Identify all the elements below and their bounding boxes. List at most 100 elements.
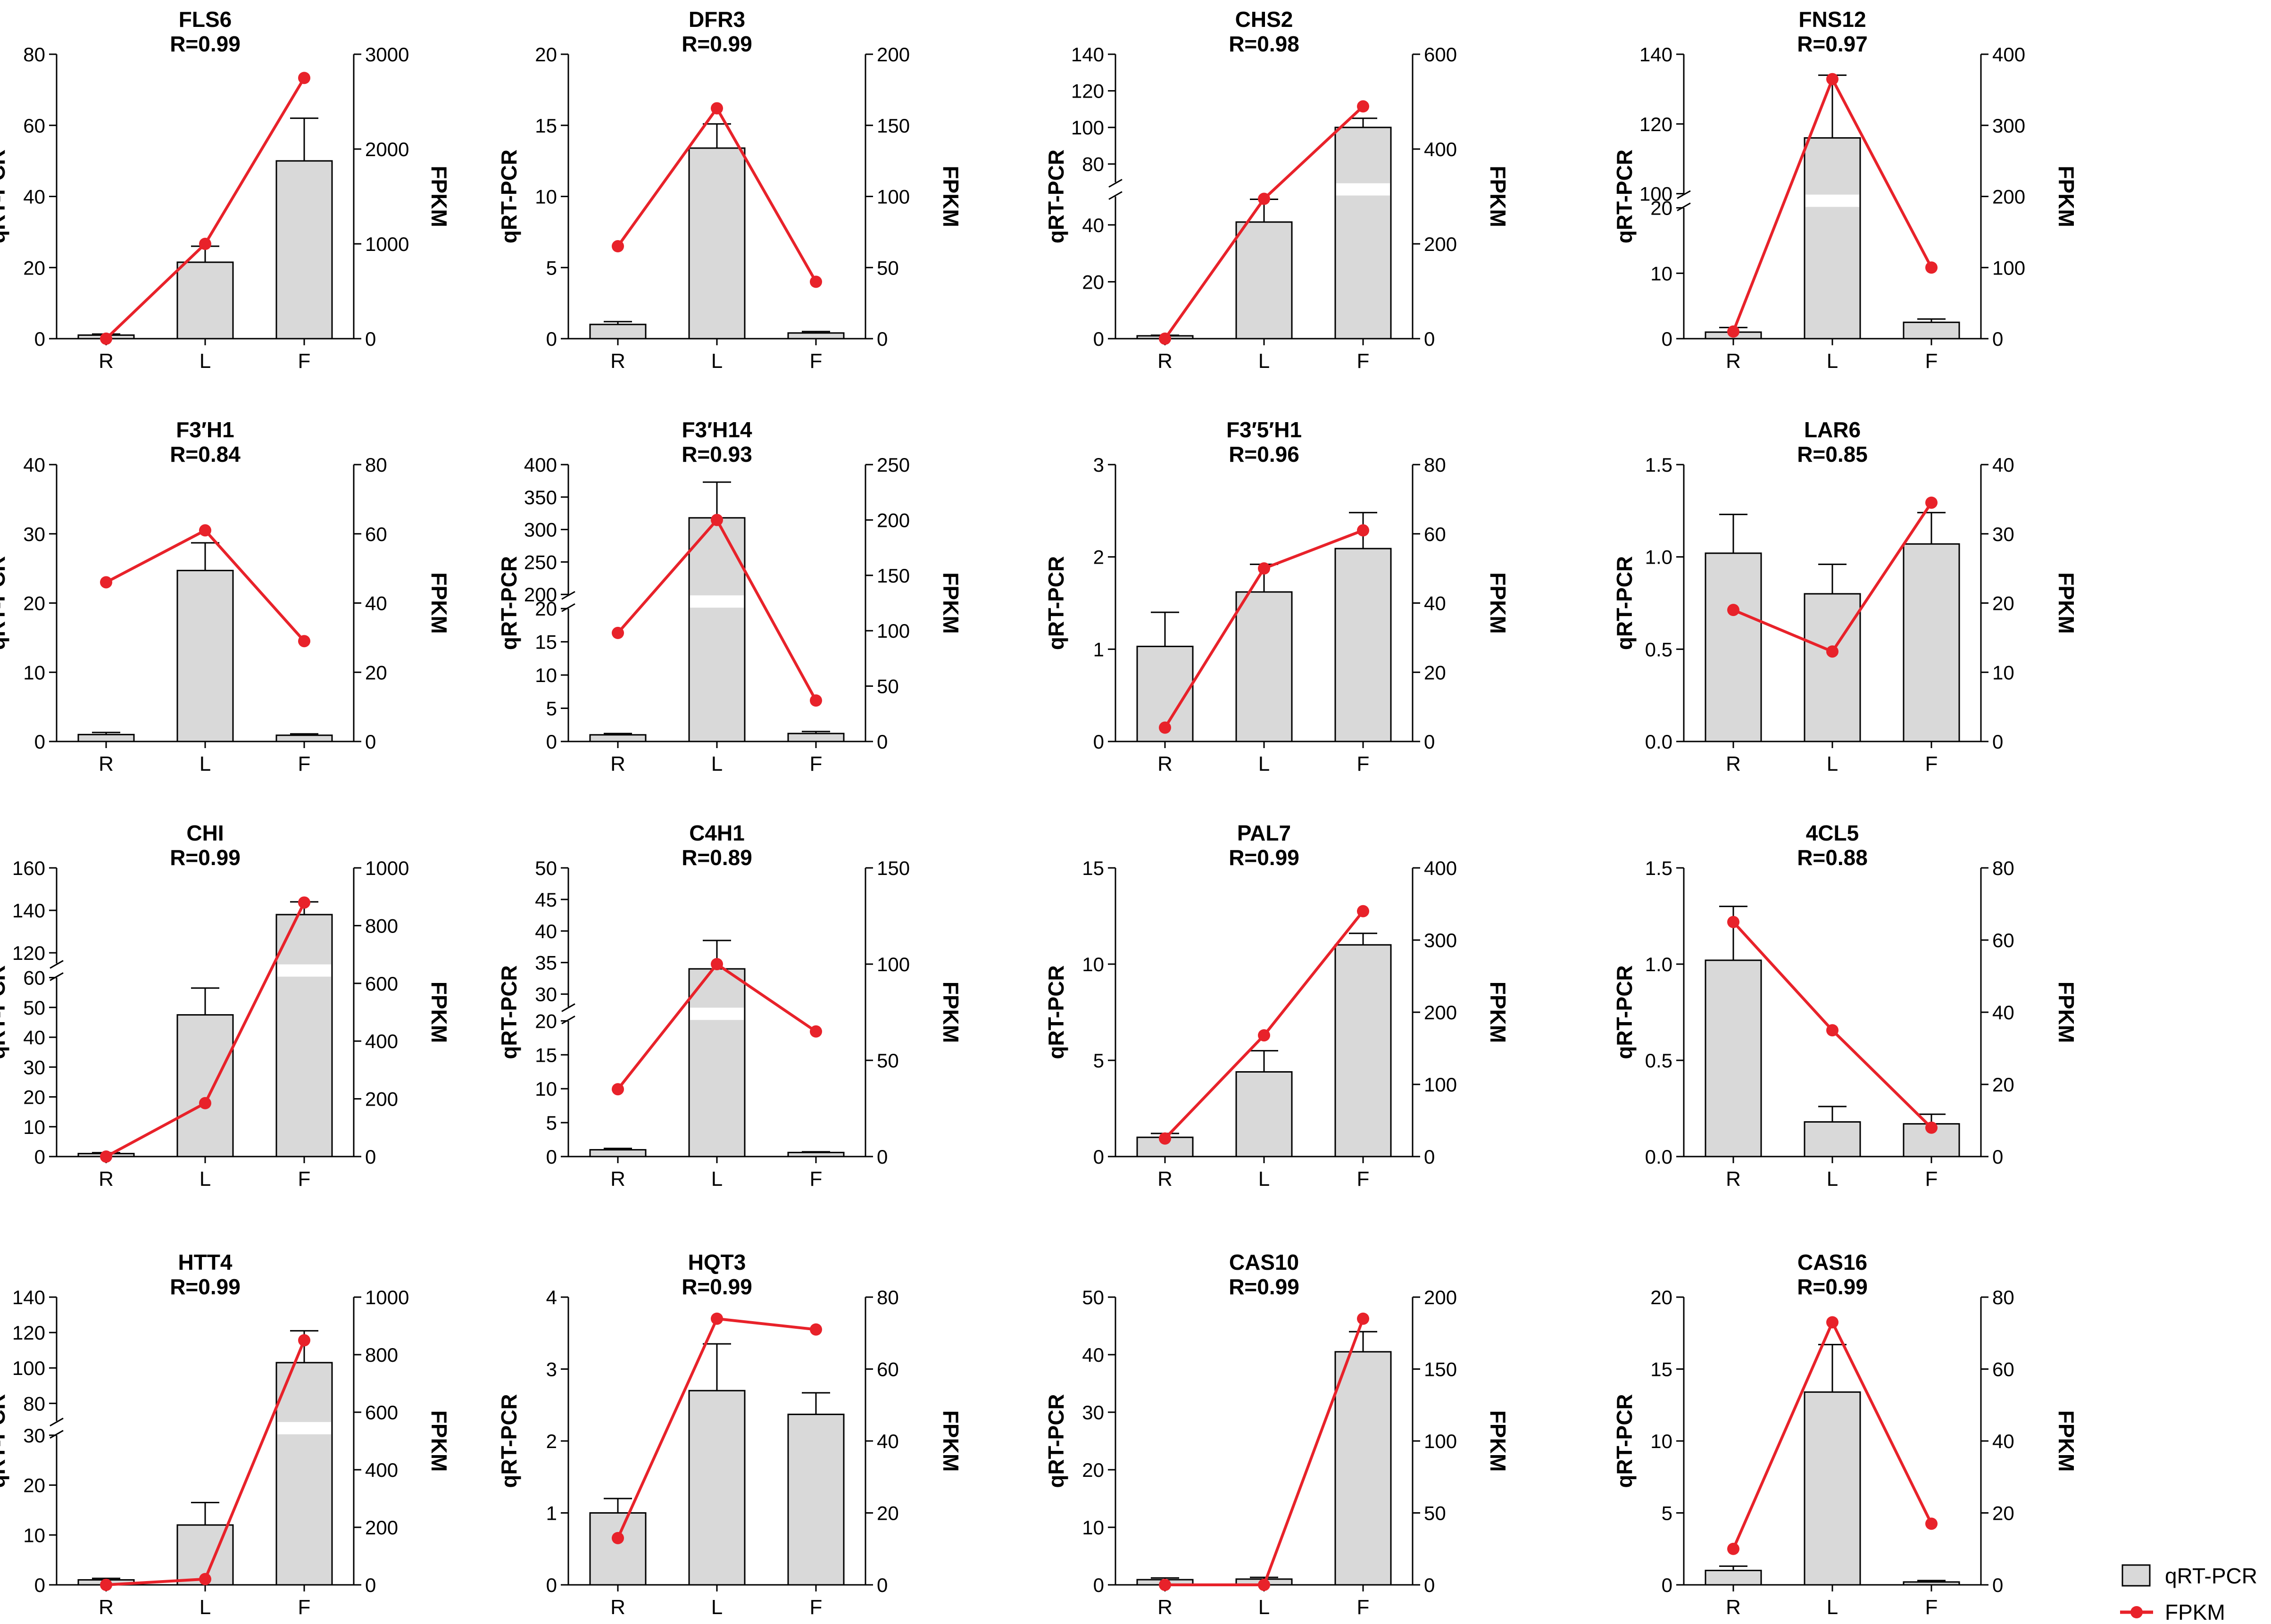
left-tick-label: 10 (1650, 1430, 1672, 1452)
right-tick-label: 1000 (365, 1286, 409, 1308)
bar-break-gap (277, 964, 331, 977)
fpkm-point (100, 1150, 112, 1163)
left-tick-label: 20 (1650, 1286, 1672, 1308)
left-tick-label: 140 (1639, 43, 1672, 66)
axis-break-mark (1108, 179, 1123, 188)
left-tick-label: 0 (546, 1574, 557, 1596)
axis-break-mark (50, 960, 64, 969)
axis-break-mark (1677, 202, 1691, 211)
left-tick-label: 0.5 (1645, 638, 1672, 660)
x-tick-label: F (1925, 350, 1938, 373)
x-tick-label: F (298, 350, 311, 373)
x-tick-label: F (1925, 1167, 1938, 1191)
fpkm-point (199, 1097, 211, 1109)
fpkm-point (1357, 905, 1369, 917)
x-tick-label: F (810, 752, 823, 775)
x-tick-label: R (1157, 752, 1173, 775)
panel-title: FNS12 (1798, 7, 1866, 32)
chart-panel-5: F3′H1R=0.84 0 10 20 30 40 0 20 40 60 80 qRT-PCR FPKM… (0, 417, 451, 775)
right-tick-label: 20 (1992, 1074, 2014, 1096)
left-tick-label: 0 (1093, 1146, 1104, 1168)
bar-qrtpcr (275, 1362, 333, 1586)
left-axis-title: qRT-PCR (0, 1394, 9, 1488)
right-axis-title: FPKM (427, 982, 451, 1043)
x-tick-label: R (610, 752, 625, 775)
bar-qrtpcr (1705, 552, 1762, 742)
right-tick-label: 40 (1424, 592, 1446, 615)
bar-qrtpcr (589, 734, 647, 742)
panel-title: F3′5′H1 (1226, 417, 1302, 442)
right-tick-label: 150 (1424, 1358, 1457, 1381)
fpkm-point (612, 1083, 624, 1096)
left-tick-label: 400 (524, 454, 557, 476)
x-tick-label: L (711, 1167, 723, 1191)
panel-title: C4H1 (689, 821, 745, 845)
right-axis-title: FPKM (1486, 1410, 1510, 1472)
left-axis-title: qRT-PCR (1044, 965, 1068, 1059)
left-tick-label: 0 (1662, 328, 1672, 350)
left-tick-label: 50 (23, 997, 45, 1019)
panel-r-value: R=0.93 (682, 442, 752, 466)
x-tick-label: R (99, 752, 114, 775)
right-tick-label: 0 (365, 731, 376, 753)
left-tick-label: 10 (23, 1116, 45, 1138)
legend-line-label: FPKM (2165, 1600, 2225, 1624)
panel-title: F3′H14 (682, 417, 752, 442)
bar-qrtpcr (1804, 1391, 1861, 1586)
fpkm-point (1258, 562, 1270, 575)
bar-qrtpcr (589, 1149, 647, 1158)
right-tick-label: 1000 (365, 233, 409, 255)
left-tick-label: 45 (535, 889, 557, 911)
fpkm-point (612, 626, 624, 639)
left-tick-label: 40 (23, 1026, 45, 1049)
left-tick-label: 100 (1071, 117, 1104, 139)
right-tick-label: 40 (877, 1430, 899, 1452)
left-tick-label: 5 (546, 698, 557, 720)
bar-qrtpcr (176, 570, 234, 742)
left-axis-title: qRT-PCR (497, 150, 521, 243)
x-tick-label: F (810, 1167, 823, 1191)
fpkm-point (1925, 1121, 1938, 1134)
bar-qrtpcr (1235, 221, 1293, 340)
right-tick-label: 400 (1424, 857, 1457, 879)
left-tick-label: 2 (1093, 546, 1104, 568)
bar-break-gap (690, 1008, 744, 1020)
left-tick-label: 1 (1093, 638, 1104, 660)
left-tick-label: 10 (535, 1078, 557, 1100)
axis-break-mark (50, 1417, 64, 1427)
fpkm-point (1357, 524, 1369, 537)
x-tick-label: F (298, 752, 311, 775)
bar-break-gap (1805, 194, 1859, 207)
right-tick-label: 200 (1424, 1286, 1457, 1308)
panel-title: DFR3 (689, 7, 745, 32)
axis-break-mark (561, 1016, 575, 1024)
axis-break-mark (561, 1003, 575, 1012)
right-tick-label: 20 (365, 661, 387, 683)
right-tick-label: 1000 (365, 857, 409, 879)
left-tick-label: 350 (524, 486, 557, 508)
bar-qrtpcr (176, 1014, 234, 1158)
fpkm-point (612, 240, 624, 253)
fpkm-point (810, 1025, 822, 1038)
panel-r-value: R=0.99 (1229, 845, 1299, 870)
fpkm-point (1258, 192, 1270, 205)
right-tick-label: 20 (877, 1502, 899, 1524)
right-tick-label: 0 (877, 731, 888, 753)
x-tick-label: L (200, 752, 211, 775)
axis-break-mark (561, 603, 575, 612)
fpkm-point (1925, 496, 1938, 509)
panel-r-value: R=0.99 (170, 845, 241, 870)
panel-r-value: R=0.88 (1797, 845, 1868, 870)
right-tick-label: 100 (1992, 257, 2025, 279)
right-tick-label: 50 (877, 675, 899, 698)
x-tick-label: F (1357, 1596, 1370, 1619)
left-axis-title: qRT-PCR (1044, 556, 1068, 650)
right-tick-label: 0 (1424, 1146, 1435, 1168)
fpkm-point (1258, 1029, 1270, 1041)
right-tick-label: 400 (365, 1459, 398, 1481)
right-axis-title: FPKM (1486, 166, 1510, 227)
